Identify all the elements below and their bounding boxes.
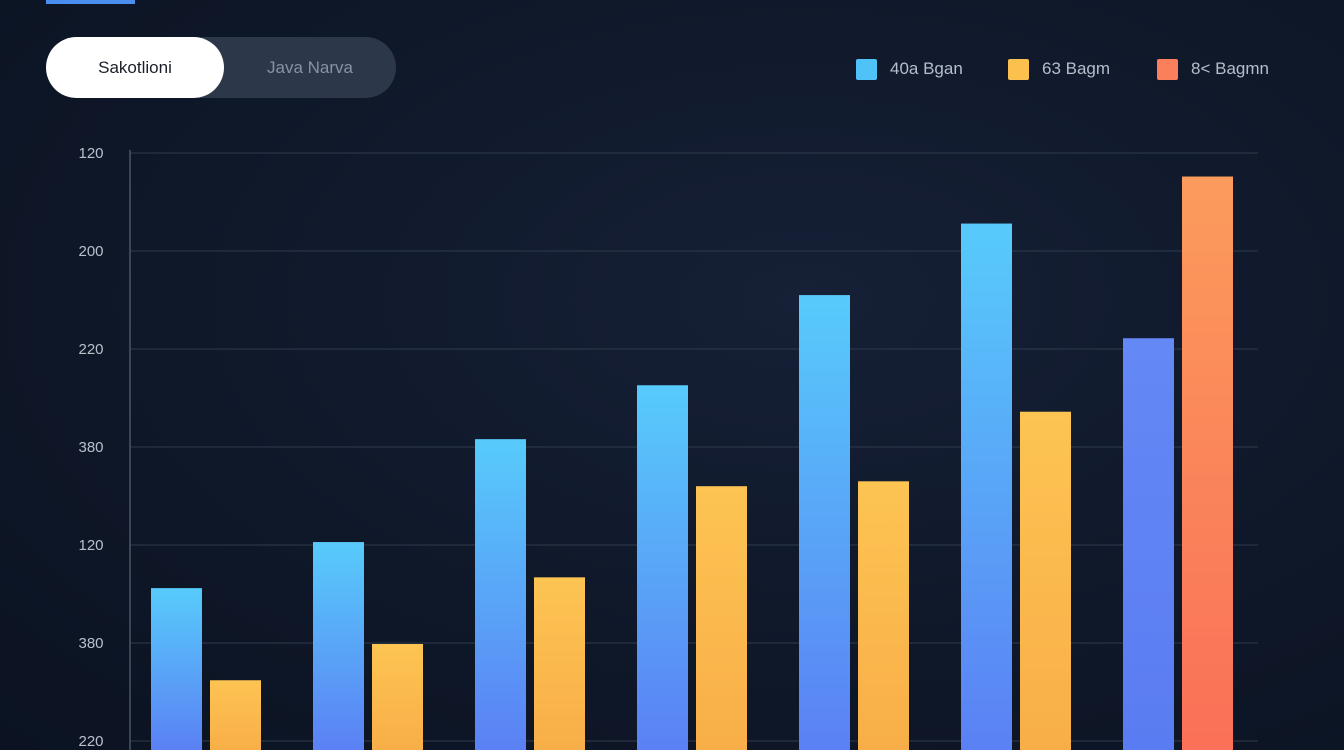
bar-2-3 [534,577,585,750]
legend-label: 40a Bgan [890,59,963,78]
bar-1-1 [151,588,202,750]
bar-1-3 [475,439,526,750]
bar-2-2 [372,643,423,750]
y-tick-label: 380 [78,439,103,456]
legend-item-1: 40a Bgan [856,58,963,80]
y-tick-label: 380 [78,635,103,652]
legend-item-3: 8< Bagmn [1157,58,1269,80]
legend-swatch-orange [1157,58,1178,80]
y-tick-label: 120 [78,537,103,554]
bar-1-2 [313,542,364,750]
legend-swatch-yellow [1008,58,1029,80]
bar-1-7 [1123,338,1174,750]
bar-1-5 [799,295,850,750]
y-tick-label: 120 [78,145,103,162]
bar-2-6 [1020,411,1071,750]
toggle-option-1[interactable]: Sakotlioni [46,37,224,98]
y-tick-label: 220 [78,341,103,358]
toggle-option-2[interactable]: Java Narva [267,58,353,77]
view-toggle[interactable]: Sakotlioni Java Narva [46,37,396,98]
top-accent-bar [46,0,135,4]
bar-2-5 [858,481,909,750]
legend-label: 8< Bagmn [1191,59,1269,78]
bar-1-6 [961,223,1012,750]
bar-1-4 [637,385,688,750]
legend-item-2: 63 Bagm [1008,58,1110,80]
legend-swatch-blue [856,58,877,80]
bar-2-4 [696,486,747,750]
y-tick-label: 220 [78,733,103,750]
bar-2-1 [210,680,261,750]
bar-3-7 [1182,176,1233,750]
y-tick-label: 200 [78,243,103,260]
legend-label: 63 Bagm [1042,59,1111,78]
